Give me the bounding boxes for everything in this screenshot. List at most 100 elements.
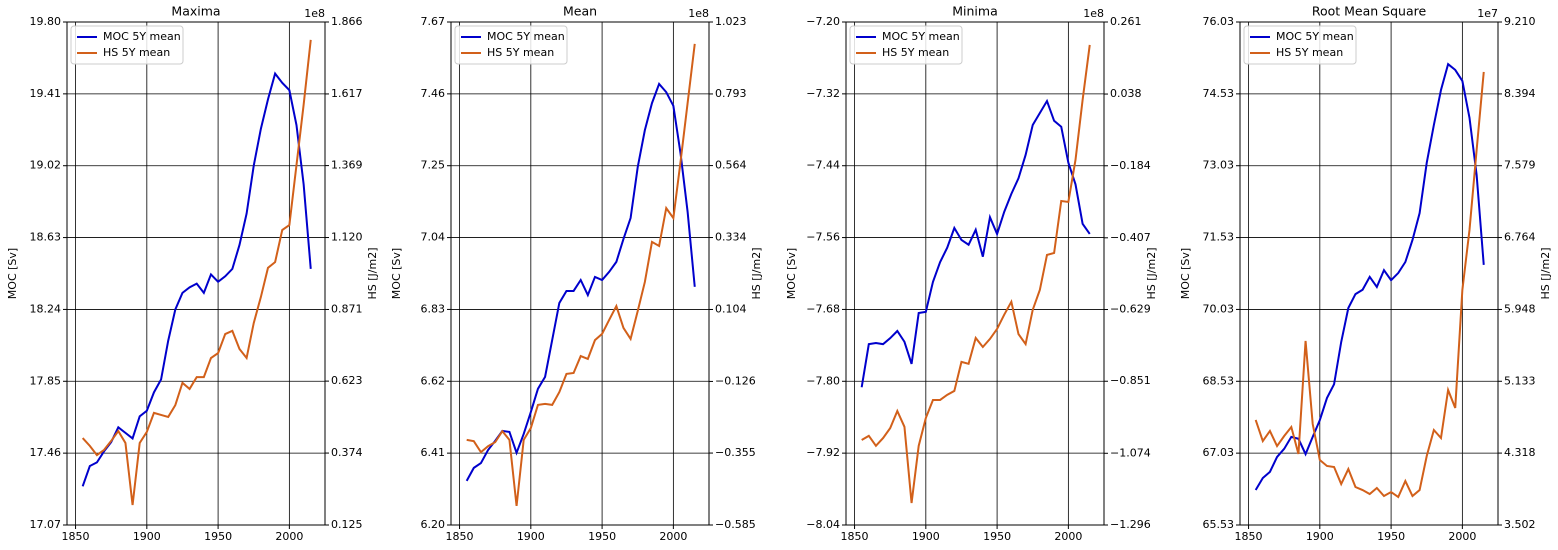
y2-tick-label: −0.629 — [1110, 303, 1151, 316]
y2-tick-label: 0.871 — [331, 302, 363, 315]
x-tick-label: 2000 — [275, 530, 303, 543]
y2-tick-label: −0.851 — [1110, 374, 1151, 387]
y2-tick-label: 0.104 — [715, 302, 747, 315]
y2-tick-label: 1.023 — [715, 15, 747, 28]
y-tick-label: −7.68 — [806, 302, 840, 315]
y2-tick-label: −1.296 — [1110, 518, 1151, 531]
y-tick-label: 19.02 — [30, 159, 62, 172]
x-tick-label: 2000 — [1448, 530, 1476, 543]
axes-frame — [1239, 21, 1499, 526]
y2-axis-label: HS [J/m2] — [1145, 248, 1158, 300]
legend: MOC 5Y mean HS 5Y mean — [70, 25, 184, 65]
y2-tick-label: 1.120 — [331, 231, 363, 244]
legend-box — [849, 25, 963, 65]
x-tick-label: 1850 — [841, 530, 869, 543]
legend-label: MOC 5Y mean — [1276, 30, 1354, 43]
plot-area — [465, 43, 696, 507]
y2-axis-label: HS [J/m2] — [366, 248, 379, 300]
chart-title: Maxima — [171, 4, 220, 19]
x-tick-label: 1950 — [588, 530, 616, 543]
y-tick-label: 19.41 — [30, 87, 62, 100]
y-tick-label: −7.92 — [806, 446, 840, 459]
y2-tick-label: 1.866 — [331, 15, 363, 28]
y2-tick-label: 0.038 — [1110, 87, 1142, 100]
subplot: 1850 1900 1950 2000 17.07 17.46 17.85 18.24 18.6… — [6, 4, 379, 544]
y-axis-label: MOC [Sv] — [1179, 248, 1192, 299]
legend-label: HS 5Y mean — [1276, 46, 1343, 59]
x-tick-label: 2000 — [659, 530, 687, 543]
legend-label: HS 5Y mean — [103, 46, 170, 59]
subplot: 1850 1900 1950 2000 −8.04 −7.92 −7.80 −7.68 −7.5… — [785, 4, 1158, 544]
x-tick-label: 1900 — [912, 530, 940, 543]
y2-tick-label: 7.579 — [1504, 159, 1536, 172]
y2-tick-label: 1.617 — [331, 87, 363, 100]
y-tick-label: 67.03 — [1203, 446, 1235, 459]
legend-label: MOC 5Y mean — [103, 30, 181, 43]
y2-tick-label: 0.564 — [715, 159, 747, 172]
y-tick-label: 68.53 — [1203, 374, 1235, 387]
y2-offset: 1e8 — [688, 7, 709, 20]
x-tick-label: 1950 — [983, 530, 1011, 543]
y-axis-label: MOC [Sv] — [785, 248, 798, 299]
y-tick-label: −7.32 — [806, 87, 840, 100]
x-tick-label: 1850 — [62, 530, 90, 543]
y2-tick-label: 6.764 — [1504, 231, 1536, 244]
y2-tick-label: 4.318 — [1504, 446, 1536, 459]
subplot: 1850 1900 1950 2000 6.20 6.41 6.62 6.83 7.04 7.25… — [390, 4, 763, 544]
y-tick-label: 73.03 — [1203, 159, 1235, 172]
y2-tick-label: −1.074 — [1110, 446, 1151, 459]
y2-offset: 1e7 — [1477, 7, 1498, 20]
y2-tick-label: 0.793 — [715, 87, 747, 100]
y-tick-label: 65.53 — [1203, 518, 1235, 531]
legend-box — [454, 25, 568, 65]
y-tick-label: 17.85 — [30, 374, 62, 387]
y2-tick-label: 0.334 — [715, 231, 747, 244]
y-tick-label: 6.83 — [421, 302, 446, 315]
y-tick-label: 6.62 — [421, 374, 446, 387]
y2-tick-label: −0.126 — [715, 374, 756, 387]
x-tick-label: 1900 — [133, 530, 161, 543]
legend: MOC 5Y mean HS 5Y mean — [849, 25, 963, 65]
chart-title: Mean — [563, 4, 597, 19]
y-tick-label: 6.41 — [421, 446, 446, 459]
y2-offset: 1e8 — [304, 7, 325, 20]
y-tick-label: 17.07 — [30, 518, 62, 531]
axes-frame — [450, 21, 710, 526]
axes-frame — [66, 21, 326, 526]
y-tick-label: −7.44 — [806, 159, 840, 172]
subplot: 1850 1900 1950 2000 65.53 67.03 68.53 70.03 71.5… — [1179, 4, 1552, 544]
series-line — [1254, 71, 1485, 499]
y2-tick-label: −0.585 — [715, 518, 756, 531]
y-tick-label: 7.67 — [421, 15, 446, 28]
y-tick-label: 18.24 — [30, 302, 62, 315]
y-axis-label: MOC [Sv] — [390, 248, 403, 299]
legend-box — [70, 25, 184, 65]
legend: MOC 5Y mean HS 5Y mean — [1243, 25, 1357, 65]
x-tick-label: 1900 — [517, 530, 545, 543]
y2-tick-label: 0.623 — [331, 374, 363, 387]
y-tick-label: 6.20 — [421, 518, 446, 531]
x-tick-label: 1950 — [1377, 530, 1405, 543]
y-tick-label: 7.04 — [421, 231, 446, 244]
y-axis-label: MOC [Sv] — [6, 248, 19, 299]
x-tick-label: 1950 — [204, 530, 232, 543]
series-line — [860, 98, 1091, 388]
x-tick-label: 1850 — [1235, 530, 1263, 543]
y2-tick-label: 8.394 — [1504, 87, 1536, 100]
legend-label: HS 5Y mean — [882, 46, 949, 59]
plot-area — [1254, 62, 1485, 499]
y2-offset: 1e8 — [1083, 7, 1104, 20]
y-tick-label: −8.04 — [806, 518, 840, 531]
y2-tick-label: 3.502 — [1504, 518, 1536, 531]
series-line — [81, 71, 312, 487]
y2-tick-label: −0.184 — [1110, 159, 1151, 172]
y-tick-label: −7.56 — [806, 231, 840, 244]
y2-axis-label: HS [J/m2] — [750, 248, 763, 300]
y-tick-label: 76.03 — [1203, 15, 1235, 28]
legend-label: HS 5Y mean — [487, 46, 554, 59]
series-line — [1254, 62, 1485, 491]
y2-tick-label: 0.374 — [331, 446, 363, 459]
y-tick-label: −7.20 — [806, 15, 840, 28]
plot-area — [860, 44, 1091, 504]
